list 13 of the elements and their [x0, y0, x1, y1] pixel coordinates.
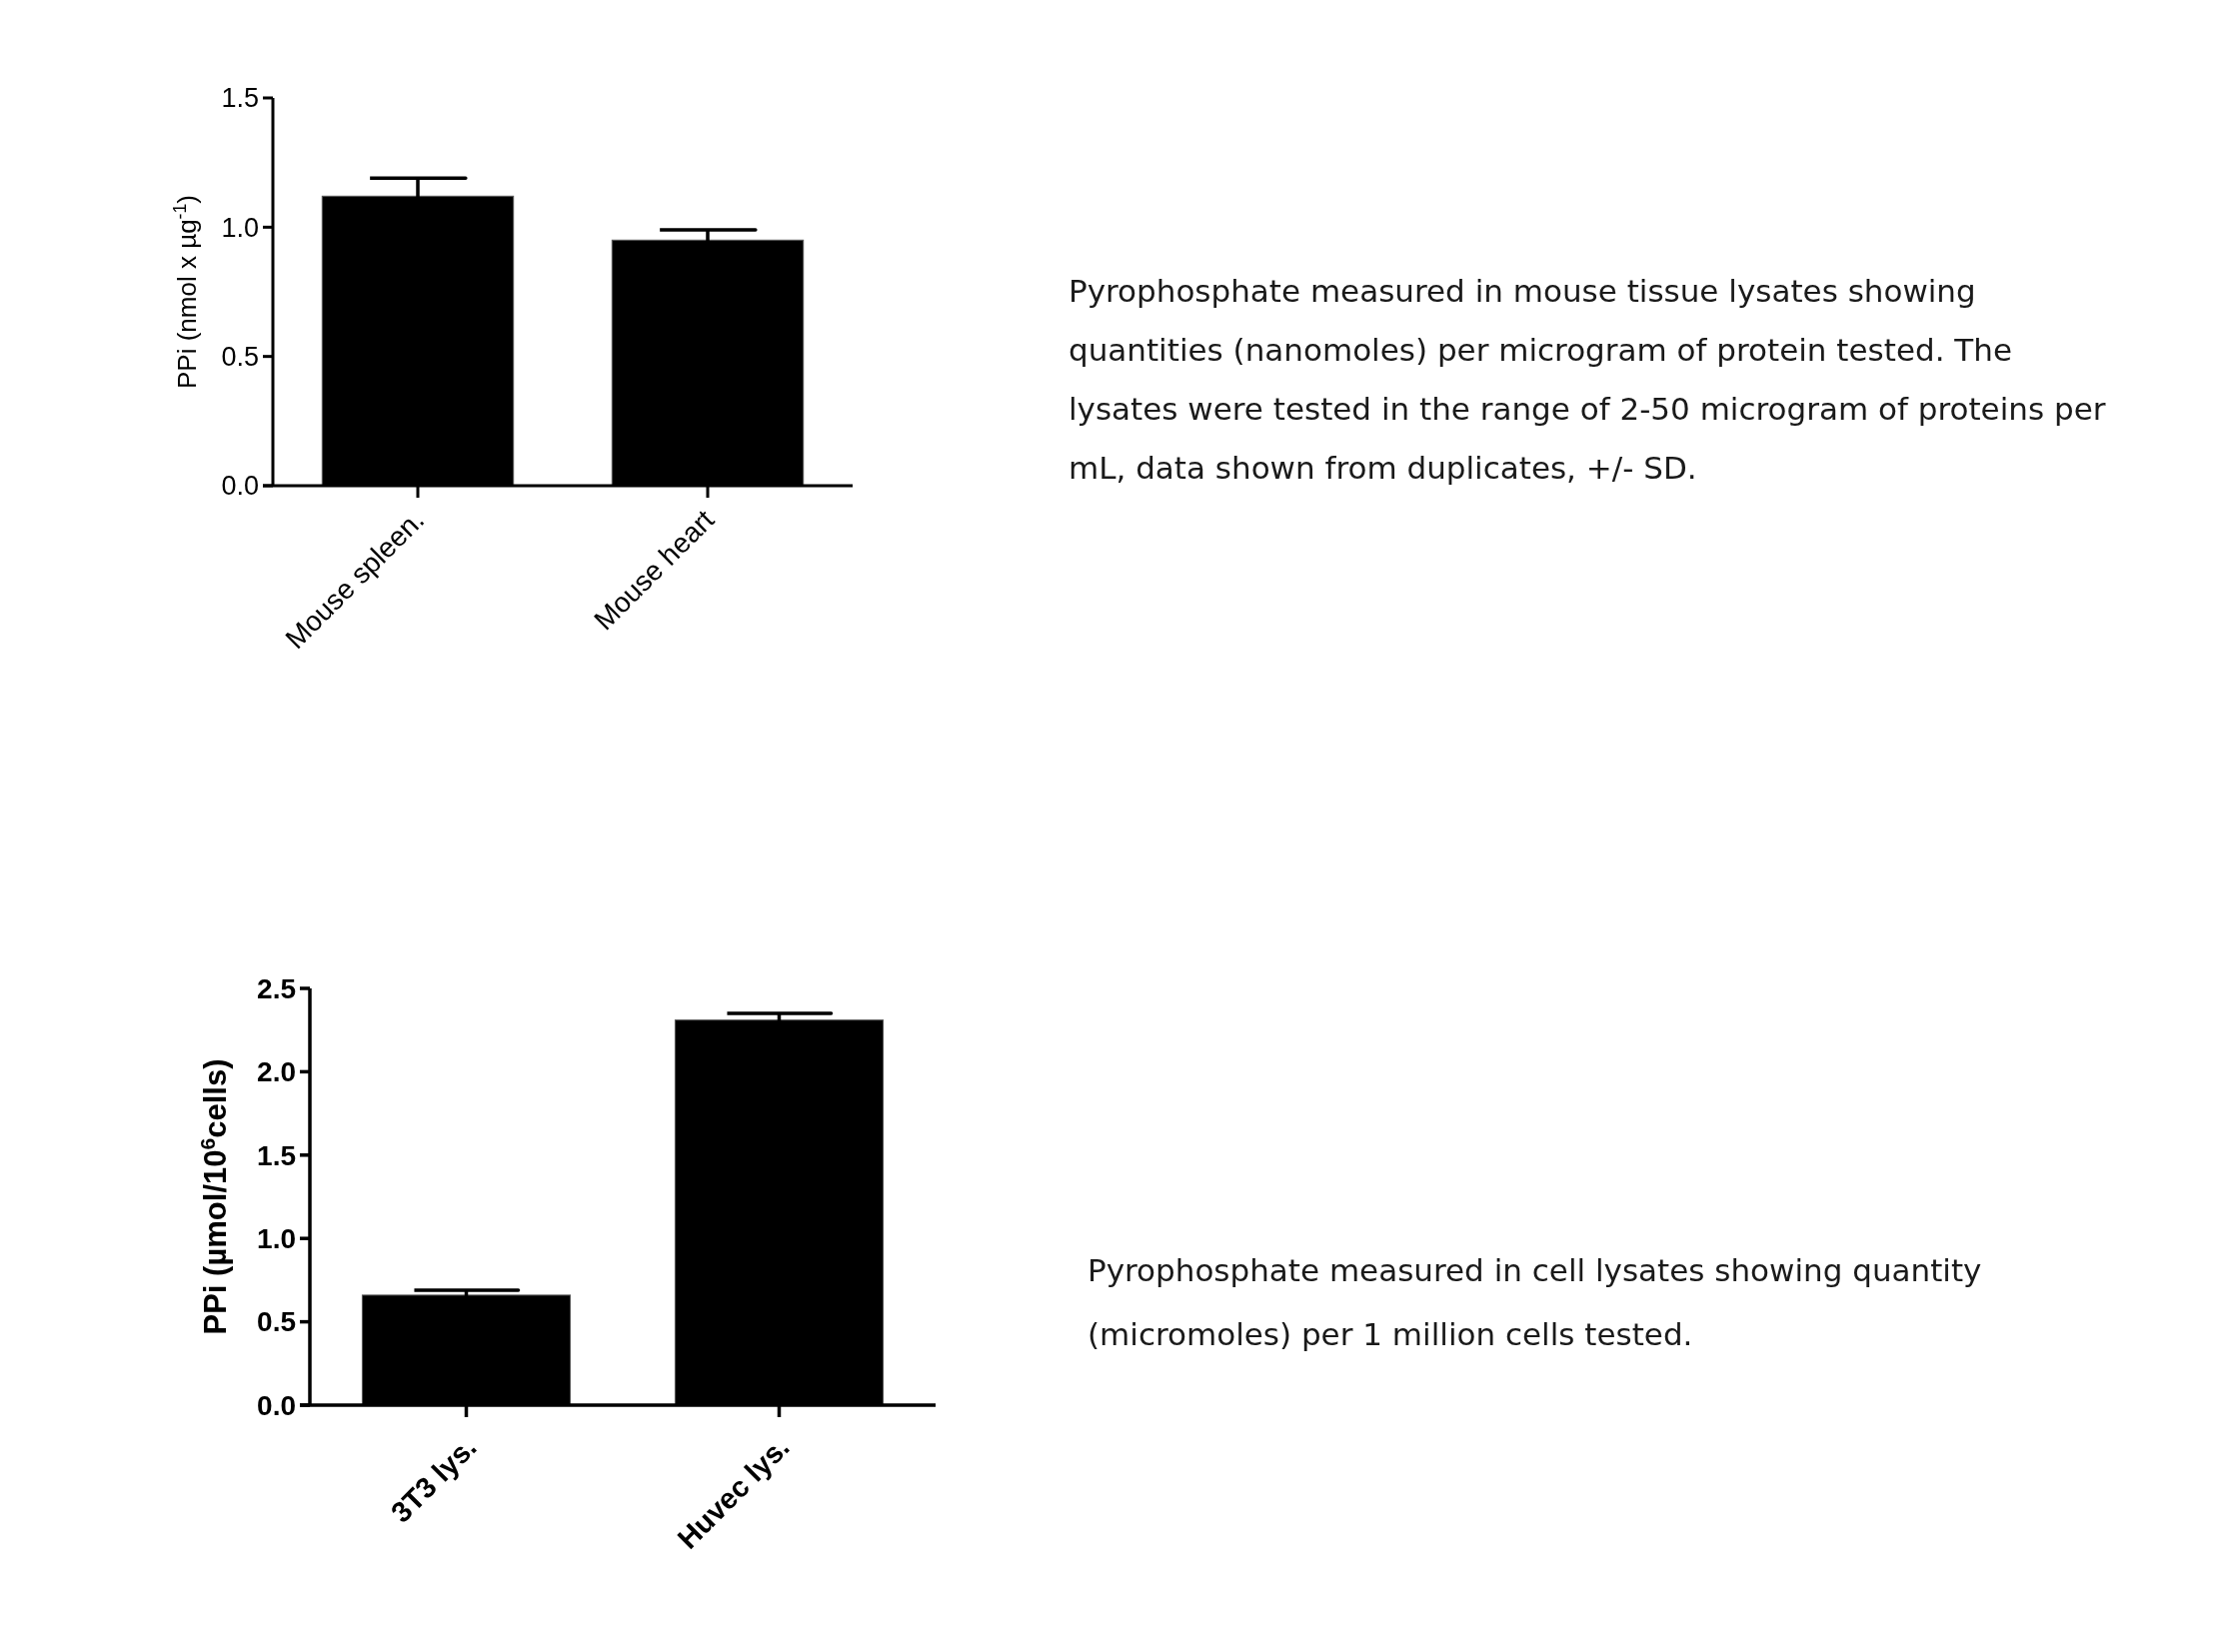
text: Pyrophosphate measured in mouse tissue lysates showing quantities (nanomoles) per microgram of protein tested. The lysates were tested in the range of 2-50 microgram of proteins per mL, data shown from duplicates, +/- SD. — [1069, 273, 2106, 486]
y-tick-label: 0.0 — [257, 1389, 296, 1421]
y-tick-label: 0.5 — [257, 1306, 296, 1338]
y-tick-label: 1.0 — [221, 212, 259, 243]
y-tick-label: 2.0 — [257, 1056, 296, 1088]
y-tick-label: 0.0 — [221, 471, 259, 502]
y-tick-label: 1.5 — [221, 83, 259, 114]
y-tick-label: 1.5 — [257, 1139, 296, 1171]
y-tick-label: 0.5 — [221, 342, 259, 373]
text: Pyrophosphate measured in cell lysates showing quantity (micromoles) per 1 million cells tested. — [1088, 1252, 1982, 1352]
x-tick-label: 3T3 lys. — [384, 1430, 483, 1529]
y-tick-label: 2.5 — [257, 972, 296, 1004]
y-tick-label: 1.0 — [257, 1223, 296, 1254]
